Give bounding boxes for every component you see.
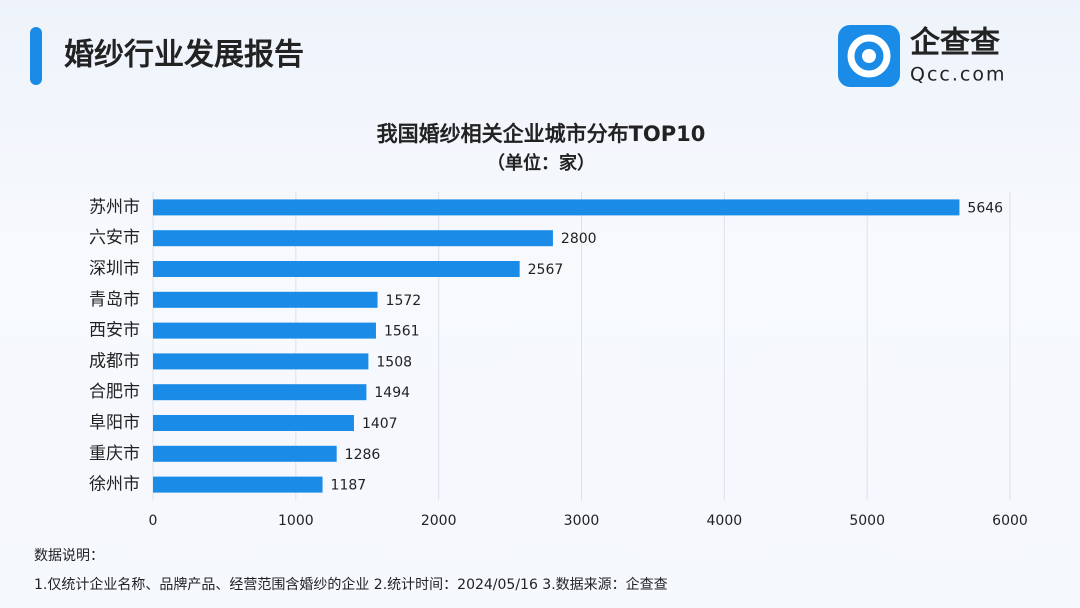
- header-accent: [30, 27, 42, 85]
- page-title: 婚纱行业发展报告: [64, 38, 304, 73]
- value-label: 1187: [331, 478, 367, 494]
- value-label: 1572: [386, 293, 422, 309]
- value-label: 1494: [374, 385, 410, 401]
- y-tick-label: 阜阳市: [89, 413, 140, 433]
- bar: [153, 291, 378, 308]
- y-tick-label: 重庆市: [89, 444, 140, 464]
- x-tick-label: 0: [149, 513, 158, 529]
- logo-name: 企查查: [910, 26, 1000, 61]
- y-tick-label: 青岛市: [89, 290, 140, 310]
- notes-text: 1.仅统计企业名称、品牌产品、经营范围含婚纱的企业 2.统计时间：2024/05…: [34, 576, 668, 593]
- bar: [153, 445, 337, 462]
- y-tick-label: 深圳市: [89, 259, 140, 279]
- y-tick-label: 成都市: [89, 351, 140, 371]
- bar: [153, 230, 553, 247]
- bar: [153, 476, 323, 493]
- bar: [153, 322, 376, 339]
- x-tick-label: 2000: [421, 513, 457, 529]
- bar: [153, 199, 960, 216]
- x-tick-label: 3000: [564, 513, 600, 529]
- y-tick-label: 苏州市: [89, 197, 140, 217]
- x-tick-label: 5000: [849, 513, 885, 529]
- bar: [153, 261, 520, 277]
- value-label: 1561: [384, 324, 420, 340]
- y-tick-label: 徐州市: [89, 475, 140, 495]
- y-tick-label: 合肥市: [89, 382, 140, 402]
- logo-domain: Qcc.com: [910, 64, 1006, 86]
- y-tick-label: 六安市: [89, 228, 140, 248]
- value-label: 2567: [528, 262, 564, 278]
- logo-glyph-dot: [862, 49, 876, 63]
- chart-title: 我国婚纱相关企业城市分布TOP10: [377, 122, 706, 146]
- bar: [153, 353, 369, 370]
- value-label: 1407: [362, 416, 398, 432]
- value-label: 1286: [345, 447, 381, 463]
- value-label: 5646: [967, 200, 1003, 216]
- notes-heading: 数据说明：: [34, 548, 104, 564]
- logo-glyph: [847, 34, 891, 78]
- bar: [153, 415, 354, 431]
- value-label: 1508: [376, 354, 412, 370]
- x-tick-label: 6000: [992, 513, 1028, 529]
- chart-subtitle: （单位：家）: [487, 152, 595, 174]
- x-tick-label: 4000: [707, 513, 743, 529]
- x-tick-label: 1000: [278, 513, 314, 529]
- y-tick-label: 西安市: [89, 321, 140, 341]
- bar: [153, 384, 367, 401]
- value-label: 2800: [561, 231, 597, 247]
